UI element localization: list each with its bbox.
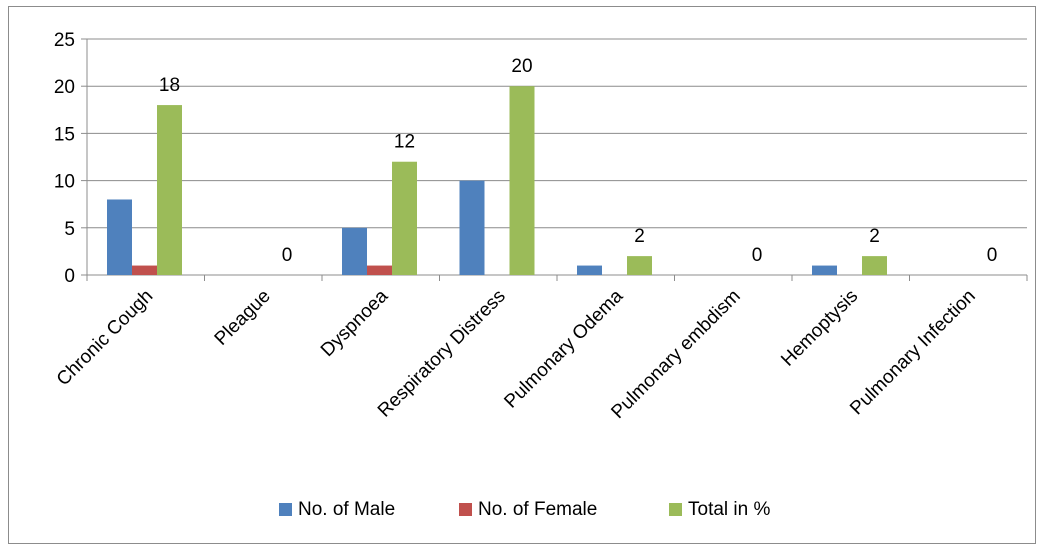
bar-no-of-male-2 xyxy=(342,227,367,275)
data-label: 18 xyxy=(159,75,180,96)
category-labels: Chronic Cough Pleague DyspnoeaRespiratory … xyxy=(53,285,980,423)
y-tick-label: 15 xyxy=(54,124,75,145)
legend-swatch xyxy=(669,503,682,516)
data-label: 0 xyxy=(282,245,293,266)
y-tick-labels: 0 5 10 15 20 25 xyxy=(54,30,75,287)
data-label: 12 xyxy=(394,132,415,153)
bar-no-of-male-3 xyxy=(459,180,485,275)
legend-label: No. of Male xyxy=(298,499,395,520)
legend-swatch xyxy=(279,503,292,516)
y-tick-label: 20 xyxy=(54,77,75,98)
category-label: Respiratory Distress xyxy=(374,286,510,422)
y-tick-label: 5 xyxy=(64,219,75,240)
category-label: Pulmonary embdism xyxy=(607,286,744,423)
gridlines xyxy=(87,38,1027,229)
bar-no-of-female-2 xyxy=(367,265,392,275)
bar-no-of-female-0 xyxy=(132,265,157,275)
chart-frame: 18 0 12 20 2 0 2 0 0 5 10 15 20 25 Chronic Cough Plea… xyxy=(8,6,1036,544)
y-tick-label: 25 xyxy=(54,30,75,51)
category-label: Chronic Cough xyxy=(53,286,157,390)
bar-total-in-4 xyxy=(627,256,652,275)
bar-total-in-6 xyxy=(862,256,887,275)
bar-no-of-male-6 xyxy=(812,265,837,275)
y-tick-label: 0 xyxy=(64,266,75,287)
axes xyxy=(81,38,1028,281)
legend-label: No. of Female xyxy=(478,499,597,520)
y-tick-label: 10 xyxy=(54,172,75,193)
data-label: 2 xyxy=(634,226,645,247)
data-label: 20 xyxy=(511,56,532,77)
category-label: Dyspnoea xyxy=(317,285,393,361)
bar-no-of-male-0 xyxy=(107,199,132,275)
bars xyxy=(107,86,887,275)
legend-swatch xyxy=(459,503,472,516)
legend-label: Total in % xyxy=(688,499,770,520)
category-label: Pulmonary Odema xyxy=(500,285,627,412)
category-label: Hemoptysis xyxy=(777,286,862,371)
bar-total-in-0 xyxy=(157,105,182,275)
category-label: Pulmonary Infection xyxy=(846,286,980,420)
data-label: 0 xyxy=(752,245,763,266)
bar-total-in-3 xyxy=(509,86,535,275)
bar-total-in-2 xyxy=(392,161,417,275)
bar-no-of-male-4 xyxy=(577,265,602,275)
category-label: Pleague xyxy=(211,286,275,350)
data-label: 2 xyxy=(869,226,880,247)
data-label: 0 xyxy=(987,245,998,266)
legend: No. of Male No. of Female Total in % xyxy=(279,499,770,520)
